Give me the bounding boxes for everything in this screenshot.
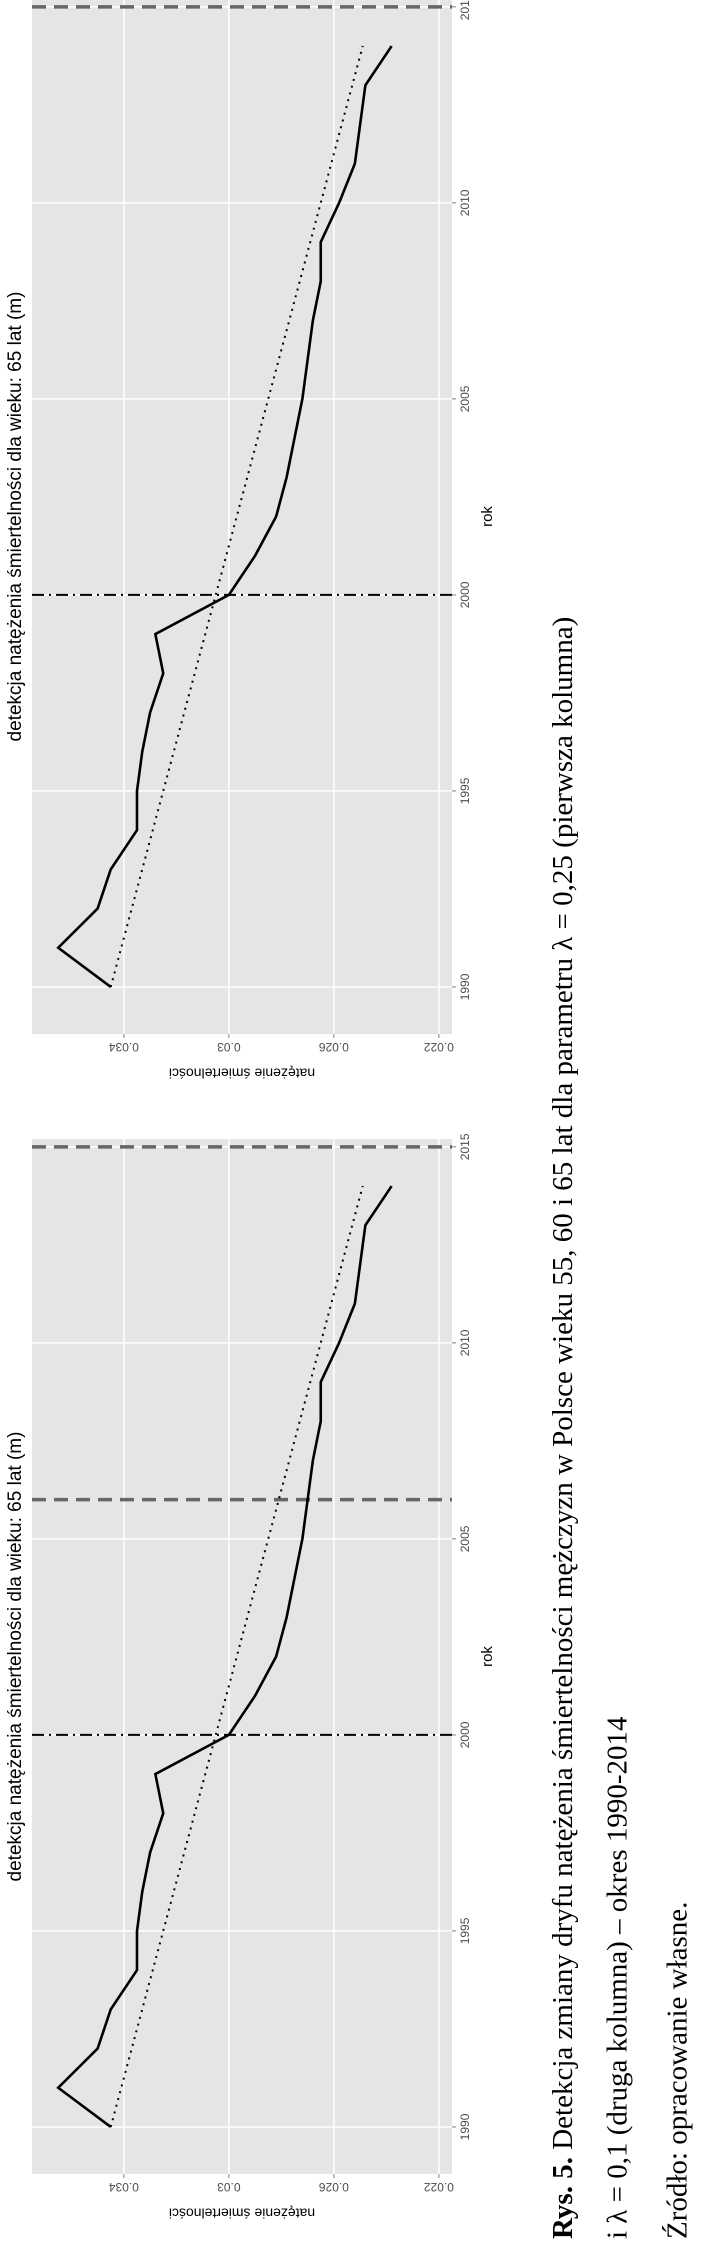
x-tick-label: 2010 (458, 1329, 472, 1356)
caption-text: Detekcja zmiany dryfu natężenia śmiertel… (547, 617, 579, 2150)
caption-line: Rys. 5. Detekcja zmiany dryfu natężenia … (547, 617, 579, 2239)
y-axis-label: natężenie śmiertelności (169, 1065, 315, 1081)
y-tick-label: 0.034 (109, 2180, 139, 2194)
y-tick-label: 0.03 (217, 1040, 241, 1054)
plot-panel (32, 0, 452, 1034)
x-tick-label: 2010 (458, 189, 472, 216)
x-tick-label: 2015 (458, 1133, 472, 1160)
data-line (109, 1185, 364, 2128)
y-tick-label: 0.03 (217, 2180, 241, 2194)
caption-line: i λ = 0,1 (druga kolumna) – okres 1990-2… (602, 1716, 634, 2239)
chart-title: detekcja natężenia śmiertelności dla wie… (5, 292, 26, 742)
x-tick-label: 2000 (458, 581, 472, 608)
chart-title: detekcja natężenia śmiertelności dla wie… (5, 1432, 26, 1882)
caption-source: Źródło: opracowanie własne. (661, 1902, 694, 2239)
data-line (56, 45, 393, 988)
data-line (109, 45, 364, 988)
x-tick-label: 2000 (458, 1721, 472, 1748)
x-tick-label: 2005 (458, 1525, 472, 1552)
x-tick-label: 2005 (458, 385, 472, 412)
y-tick-label: 0.022 (424, 1040, 454, 1054)
y-tick-label: 0.022 (424, 2180, 454, 2194)
x-axis-label: rok (479, 1646, 496, 1667)
plot-panel (32, 1139, 452, 2174)
y-tick-label: 0.026 (319, 1040, 349, 1054)
x-tick-label: 1990 (458, 973, 472, 1000)
y-tick-label: 0.026 (319, 2180, 349, 2194)
x-tick-label: 1995 (458, 777, 472, 804)
y-axis-label: natężenie śmiertelności (169, 2205, 315, 2221)
x-tick-label: 1990 (458, 2113, 472, 2140)
x-tick-label: 2015 (458, 0, 472, 20)
caption-label: Rys. 5. (547, 2157, 579, 2239)
data-line (56, 1185, 393, 2128)
y-tick-label: 0.034 (109, 1040, 139, 1054)
x-tick-label: 1995 (458, 1917, 472, 1944)
x-axis-label: rok (479, 506, 496, 527)
